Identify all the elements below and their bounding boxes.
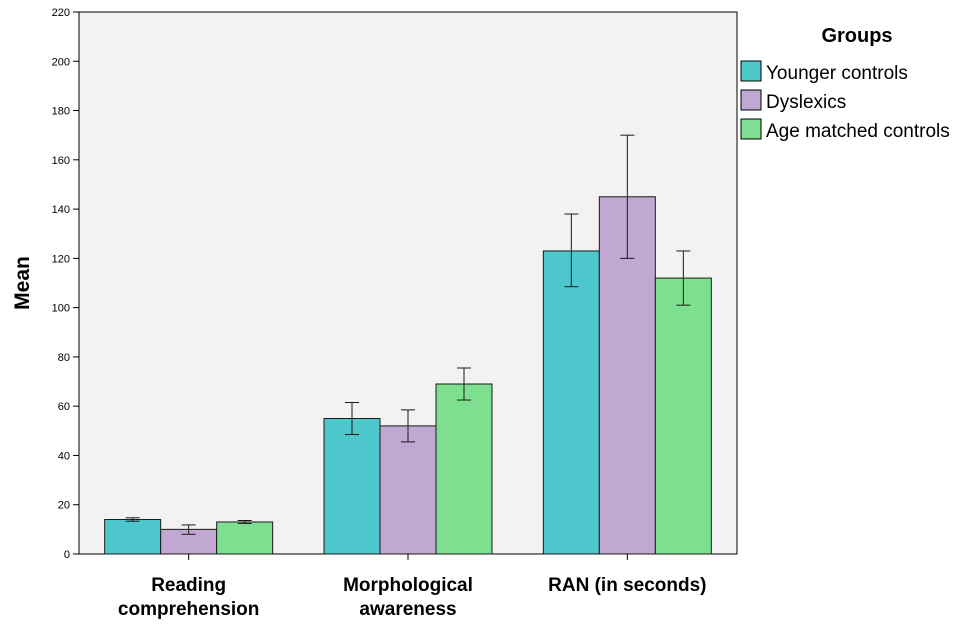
bars-layer bbox=[104, 196, 712, 555]
y-tick-label: 40 bbox=[58, 450, 70, 462]
y-tick-label: 80 bbox=[58, 352, 70, 364]
bar bbox=[104, 519, 162, 555]
legend-label: Younger controls bbox=[766, 63, 908, 84]
y-tick-label: 180 bbox=[52, 106, 70, 118]
y-tick-label: 200 bbox=[52, 56, 70, 68]
y-tick-label: 100 bbox=[52, 303, 70, 315]
y-tick-label: 0 bbox=[64, 549, 70, 561]
bar bbox=[323, 418, 381, 555]
x-axis: Reading comprehension Morphological awarene… bbox=[118, 554, 707, 620]
bar bbox=[542, 250, 600, 555]
legend-label: Age matched controls bbox=[766, 121, 950, 142]
y-axis: 0 20 40 60 80 100 120 140 160 180 200 220 bbox=[52, 7, 79, 561]
legend-title: Groups bbox=[821, 25, 892, 47]
y-tick-label: 140 bbox=[52, 204, 70, 216]
error-bars-layer bbox=[125, 134, 691, 535]
bar bbox=[435, 383, 493, 555]
legend-swatch bbox=[740, 89, 762, 111]
bar bbox=[216, 521, 274, 555]
y-tick-label: 20 bbox=[58, 500, 70, 512]
legend-swatch bbox=[740, 118, 762, 140]
y-axis-title: Mean bbox=[11, 256, 34, 310]
x-tick-label: Morphological awareness bbox=[343, 575, 473, 620]
legend-swatch bbox=[740, 60, 762, 82]
bar bbox=[379, 425, 437, 555]
y-tick-label: 220 bbox=[52, 7, 70, 19]
y-tick-label: 60 bbox=[58, 401, 70, 413]
bar bbox=[654, 277, 712, 555]
legend: Groups Younger controls Dyslexics Age matc… bbox=[740, 25, 950, 142]
x-tick-label: RAN (in seconds) bbox=[548, 575, 706, 596]
x-tick-label: Reading comprehension bbox=[118, 575, 259, 620]
y-tick-label: 120 bbox=[52, 253, 70, 265]
y-tick-label: 160 bbox=[52, 155, 70, 167]
legend-label: Dyslexics bbox=[766, 92, 846, 113]
